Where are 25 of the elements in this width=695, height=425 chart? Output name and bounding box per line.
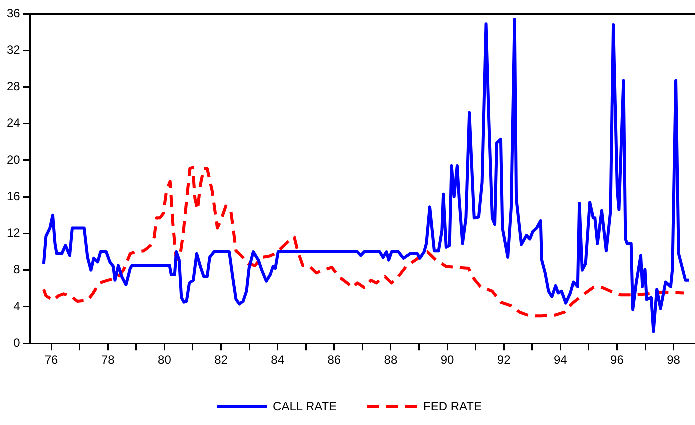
x-tick-label: 82 [214,353,228,368]
y-tick-label: 4 [14,299,21,314]
line-series [42,166,686,318]
y-tick-label: 12 [6,226,21,240]
x-tick-label: 98 [667,353,681,368]
y-tick-label: 24 [6,116,21,130]
legend-label: FED RATE [424,399,482,414]
x-tick-label: 76 [44,353,59,368]
y-tick-label: 20 [6,152,21,167]
legend-label: CALL RATE [273,399,338,414]
x-tick-label: 90 [440,353,455,368]
y-tick-label: 36 [6,6,21,20]
y-tick-label: 28 [6,80,21,94]
x-tick-label: 88 [384,353,398,368]
y-tick-label: 16 [6,189,21,204]
x-tick-label: 84 [271,353,285,368]
x-tick-label: 96 [610,353,624,368]
x-tick-label: 94 [554,353,568,368]
x-tick-label: 80 [158,353,172,368]
y-tick-label: 32 [6,42,21,57]
y-tick-label: 8 [14,262,21,277]
y-tick-label: 0 [14,336,21,350]
x-tick-label: 86 [328,353,342,368]
x-tick-label: 78 [101,353,116,368]
x-tick-label: 92 [497,353,512,368]
